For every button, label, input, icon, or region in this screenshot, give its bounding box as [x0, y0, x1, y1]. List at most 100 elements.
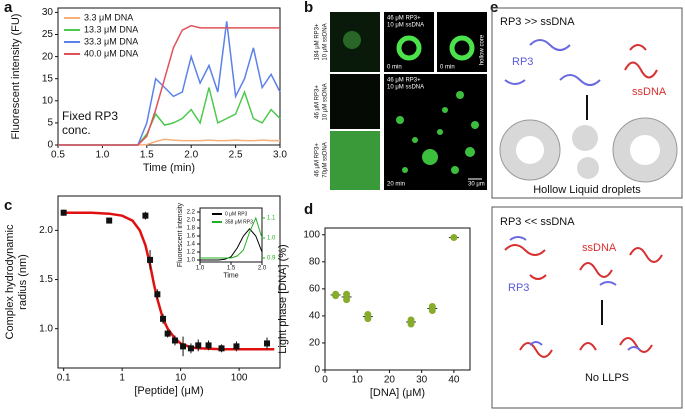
y-tick-label: 0 [47, 140, 53, 151]
plot-frame [57, 7, 281, 146]
image [330, 131, 380, 190]
panel-label: d [304, 201, 313, 218]
scale-bar-label: 30 μm [468, 182, 485, 188]
label: ssDNA [632, 86, 667, 98]
image [384, 12, 434, 72]
image [384, 74, 487, 190]
legend-label: 3.3 μM DNA [84, 12, 133, 22]
x-tick-label: 3.0 [273, 150, 287, 161]
row-label: 10 μM ssDNA [323, 83, 329, 120]
row-label: 70μM ssDNA [323, 142, 329, 177]
point [428, 302, 436, 310]
x-axis-title: Time (min) [143, 162, 195, 174]
y-tick-label: 15 [42, 73, 54, 84]
row-label: 184 μM RP3+ [315, 23, 321, 60]
legend-label: 0 μM RP3 [225, 211, 248, 217]
row-label: 46 μM RP3+ [315, 143, 321, 177]
y-tick-label: 60 [309, 283, 321, 294]
annotation: Fixed RP3 [62, 109, 118, 123]
y-tick-label: 40 [309, 311, 321, 322]
caption: 0 min [387, 65, 402, 71]
x-axis-title: [DNA] (μM) [370, 387, 425, 399]
dna [504, 244, 663, 358]
panel-label: b [304, 0, 313, 16]
legend-label: 33.3 μM DNA [84, 36, 138, 46]
y-tick-label: 2.0 [187, 218, 196, 224]
y-tick-label: 2.2 [187, 210, 196, 216]
series-line [58, 138, 280, 146]
caption: 10 μM ssDNA [387, 23, 424, 29]
caption: 0 min [440, 65, 455, 71]
x-tick-label: 30 [416, 375, 428, 386]
peptide [509, 236, 641, 351]
core [516, 136, 544, 164]
droplets [396, 91, 479, 174]
y-tick-label: 2.0 [39, 225, 53, 236]
point [60, 209, 67, 216]
y-tick-label: 1.2 [187, 250, 196, 256]
caption: 46 μM RP3+ [387, 78, 421, 84]
panel-label: c [4, 197, 12, 214]
point [205, 342, 212, 349]
y2-tick-label: 0.9 [267, 256, 276, 262]
x-tick-label: 0 [322, 375, 328, 386]
y-axis-title: radius (nm) [17, 254, 29, 310]
caption: 20 min [387, 182, 405, 188]
point [450, 233, 458, 241]
x-tick-label: 1 [119, 373, 125, 384]
x-tick-label: 1.5 [140, 150, 154, 161]
x-tick-label: 2.0 [184, 150, 198, 161]
point [407, 316, 415, 324]
x-tick-label: 2.0 [258, 266, 267, 272]
plot-frame [324, 227, 471, 371]
point [195, 342, 202, 349]
y-tick-label: 5 [47, 118, 53, 129]
series-line [58, 24, 280, 146]
y-tick-label: 1.4 [187, 242, 196, 248]
series-line [200, 216, 263, 259]
box-title: RP3 >> ssDNA [500, 16, 575, 28]
y-tick-label: 20 [309, 338, 321, 349]
x-tick-label: 2.5 [229, 150, 243, 161]
box-title: RP3 << ssDNA [500, 216, 575, 228]
y-tick-label: 100 [303, 229, 320, 240]
point [332, 290, 340, 298]
y2-tick-label: 1.0 [267, 236, 276, 242]
point [187, 345, 194, 352]
point [343, 296, 351, 304]
label: RP3 [512, 56, 533, 68]
y-axis-title: Fluorescent intensity (FU) [10, 14, 22, 140]
point [164, 330, 171, 337]
point [154, 291, 161, 298]
diagram: RP3 >> ssDNA RP3 ssDNA Hollow Liquid dro… [491, 7, 683, 409]
peptide [504, 39, 601, 86]
point [147, 256, 154, 263]
droplet [449, 35, 475, 61]
x-tick-label: 0.1 [57, 373, 71, 384]
x-tick-label: 1.0 [196, 266, 205, 272]
series-line [200, 228, 263, 261]
droplet [343, 31, 361, 49]
x-tick-label: 40 [448, 375, 460, 386]
core [630, 135, 660, 165]
y-axis-title: Complex hydrodynamic [4, 224, 16, 339]
x-tick-label: 100 [231, 373, 248, 384]
fit-line [63, 211, 275, 351]
caption: 10 μM ssDNA [387, 85, 424, 91]
result: Hollow Liquid droplets [533, 184, 641, 196]
y-axis-title: Light phase [DNA] (%) [277, 244, 289, 353]
dna [624, 44, 658, 79]
result: No LLPS [585, 372, 629, 384]
legend-label: 13.3 μM DNA [84, 24, 138, 34]
plot-frame [57, 195, 281, 369]
row-label: 46 μM RP3+ [315, 85, 321, 119]
x-tick-label: 10 [352, 375, 364, 386]
legend-label: 358 μM RP3 [225, 219, 253, 225]
y-tick-label: 10 [42, 95, 54, 106]
point [233, 343, 240, 350]
x-tick-label: 1.0 [95, 150, 109, 161]
x-tick-label: 0.5 [51, 150, 65, 161]
image [437, 12, 487, 72]
y2-tick-label: 1.1 [267, 216, 276, 222]
